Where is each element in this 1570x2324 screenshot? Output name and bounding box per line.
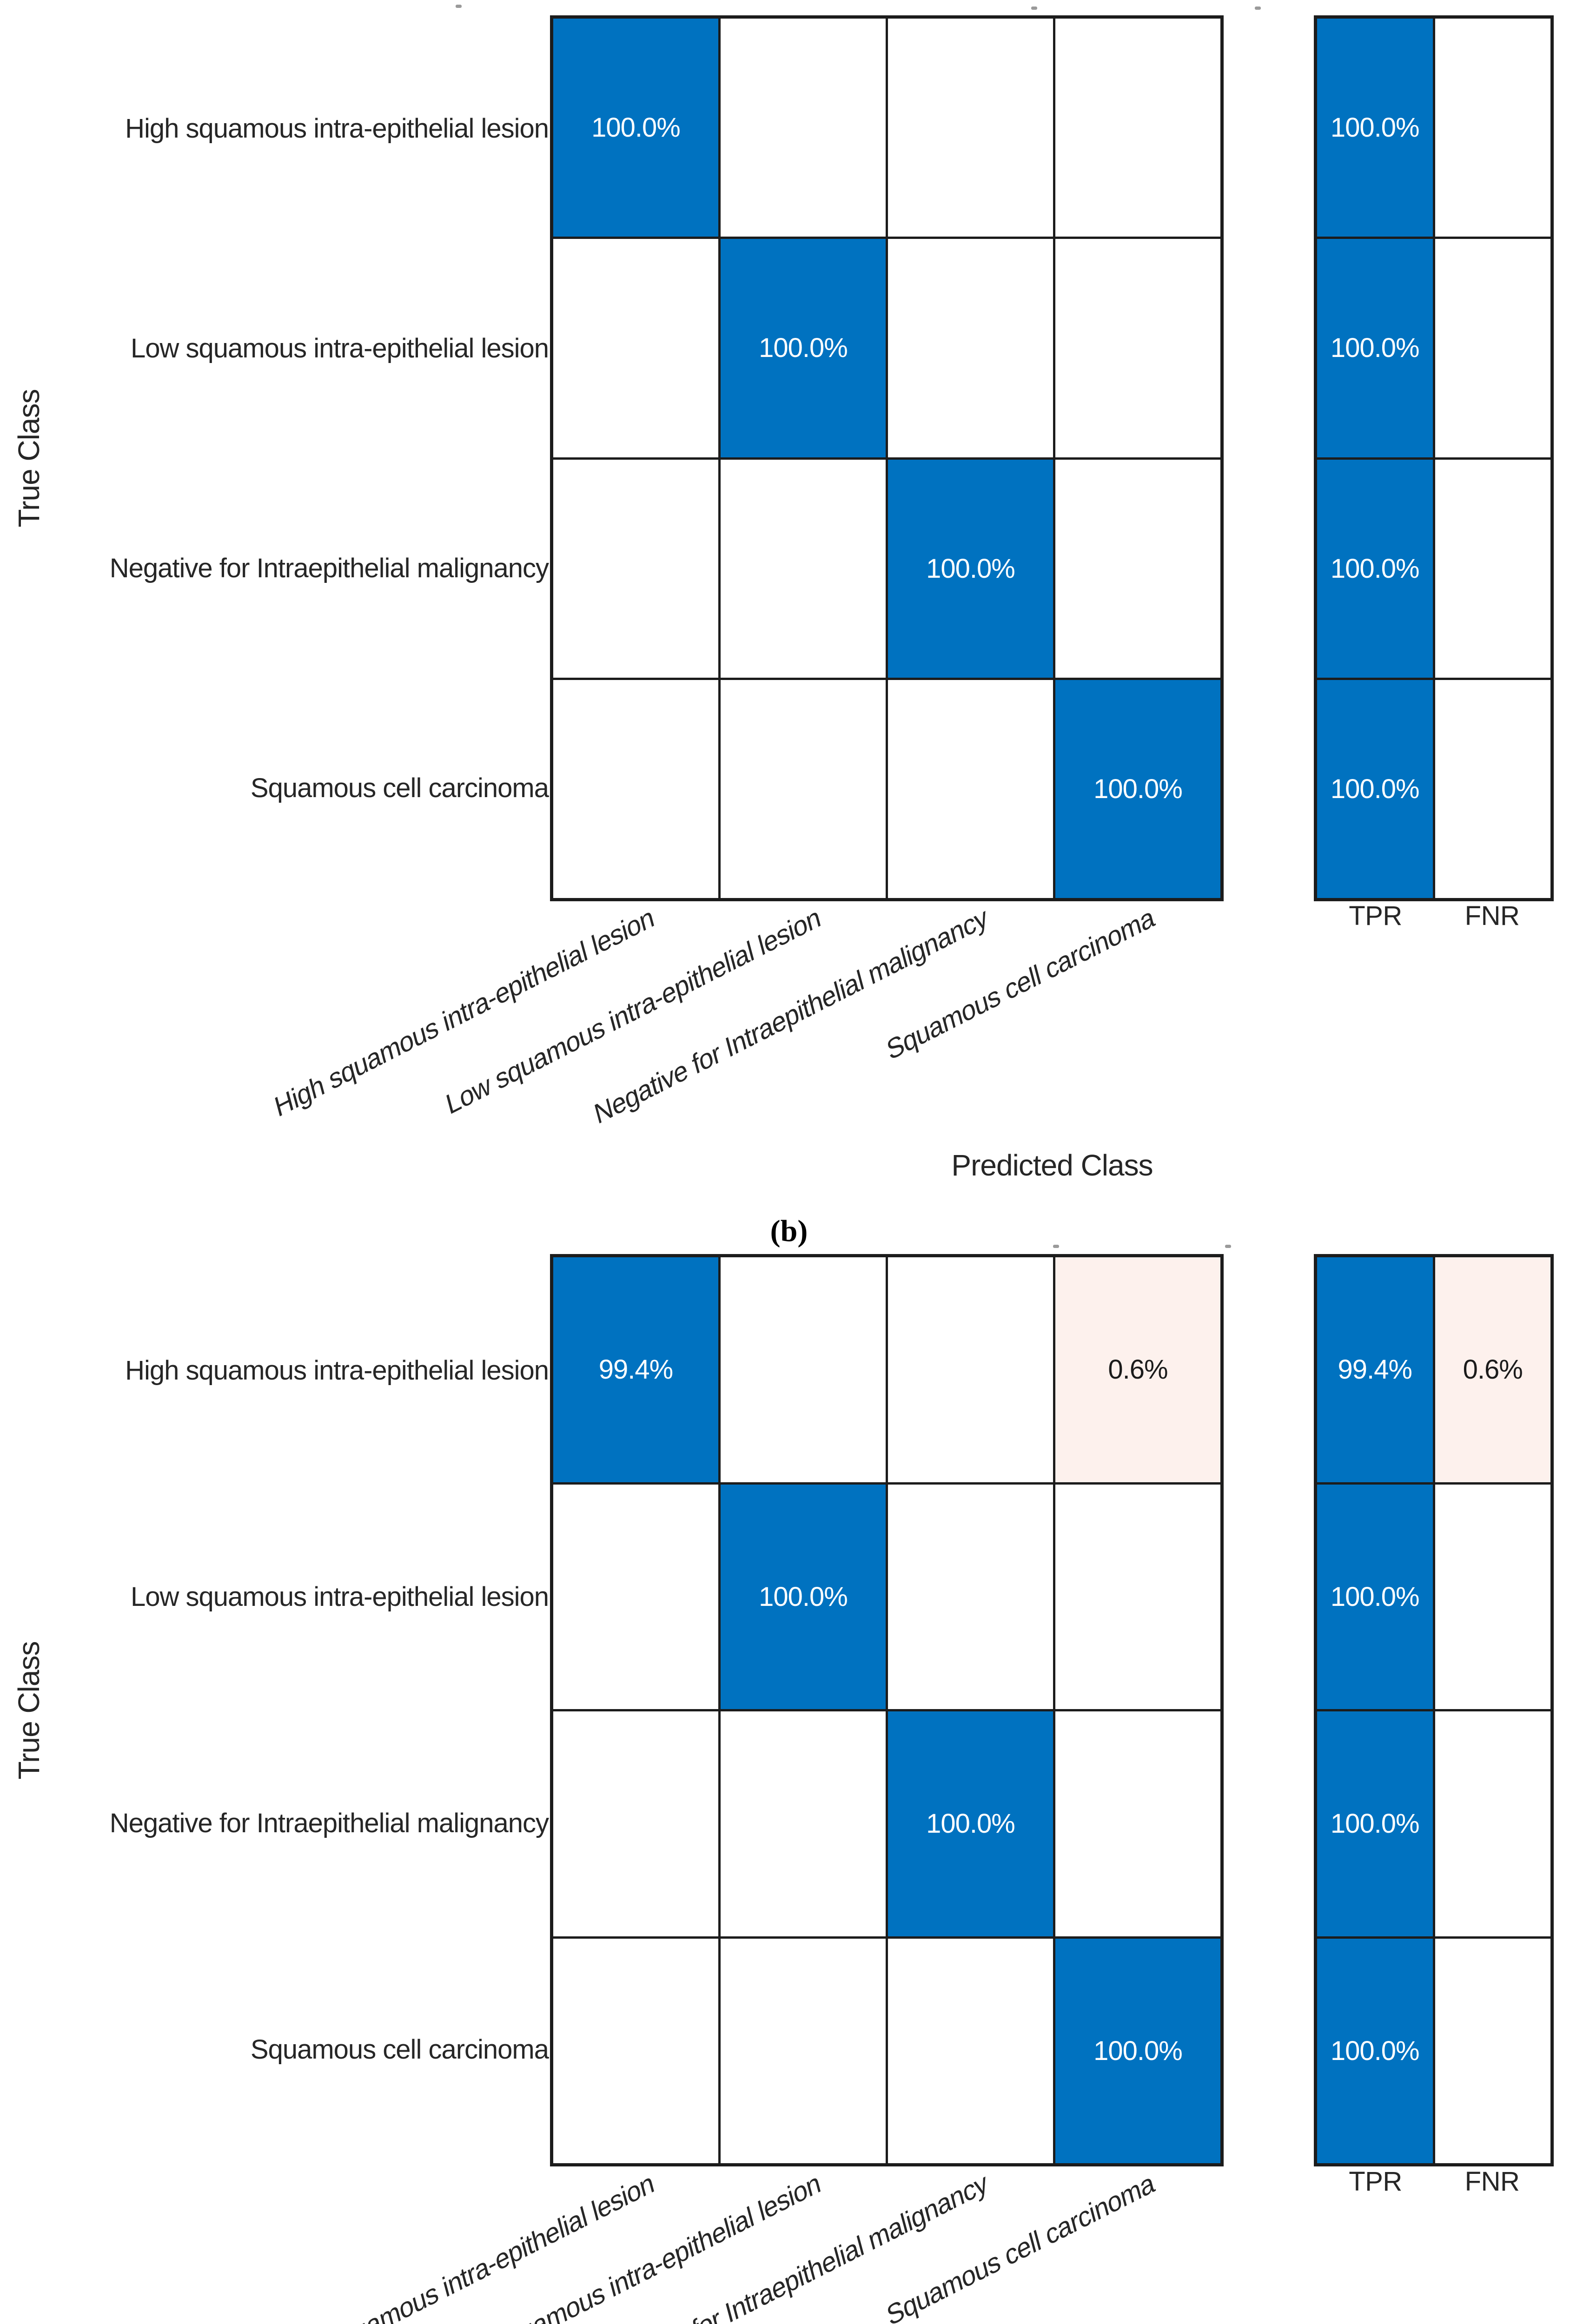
- fnr-cell-c-r3: [1435, 1711, 1550, 1936]
- cell-b-r1-c3: [888, 19, 1053, 237]
- fnr-cell-b-r3: [1435, 459, 1550, 678]
- fnr-cell-b-r4: [1435, 680, 1550, 898]
- cell-c-r2-c4: [1055, 1484, 1220, 1709]
- cell-b-r2-c4: [1055, 239, 1220, 457]
- cell-b-r2-c2: 100.0%: [721, 239, 886, 457]
- artifact-speck-b-1: [456, 5, 462, 8]
- cell-b-r2-c1: [553, 239, 718, 457]
- fnr-cell-c-r4: [1435, 1938, 1550, 2163]
- cell-c-r4-c2: [721, 1938, 886, 2163]
- cell-b-r3-c3: 100.0%: [888, 459, 1053, 678]
- artifact-speck-b-2: [1031, 7, 1037, 10]
- row-label-b-4: Squamous cell carcinoma: [250, 772, 549, 803]
- summary-grid-b: 100.0% 100.0% 100.0% 100.0%: [1314, 15, 1554, 901]
- matrix-grid-b: 100.0% 100.0% 100.0% 100.0%: [550, 15, 1224, 901]
- fnr-cell-b-r2: [1435, 239, 1550, 457]
- cell-b-r2-c3: [888, 239, 1053, 457]
- tpr-cell-b-r2: 100.0%: [1317, 239, 1433, 457]
- cell-c-r1-c3: [888, 1257, 1053, 1482]
- row-label-c-2: Low squamous intra-epithelial lesion: [131, 1581, 549, 1612]
- fnr-column-label-b: FNR: [1464, 901, 1520, 931]
- cell-c-r4-c4: 100.0%: [1055, 1938, 1220, 2163]
- cell-b-r4-c1: [553, 680, 718, 898]
- cell-b-r4-c2: [721, 680, 886, 898]
- tpr-cell-c-r3: 100.0%: [1317, 1711, 1433, 1936]
- row-label-b-3: Negative for Intraepithelial malignancy: [109, 553, 549, 583]
- cell-c-r3-c3: 100.0%: [888, 1711, 1053, 1936]
- cell-b-r4-c3: [888, 680, 1053, 898]
- cell-c-r1-c1: 99.4%: [553, 1257, 718, 1482]
- tpr-cell-c-r4: 100.0%: [1317, 1938, 1433, 2163]
- fnr-column-label-c: FNR: [1464, 2166, 1520, 2197]
- tpr-cell-c-r2: 100.0%: [1317, 1484, 1433, 1709]
- row-label-b-2: Low squamous intra-epithelial lesion: [131, 333, 549, 363]
- cell-c-r4-c1: [553, 1938, 718, 2163]
- cell-c-r3-c2: [721, 1711, 886, 1936]
- tpr-cell-b-r3: 100.0%: [1317, 459, 1433, 678]
- tpr-column-label-b: TPR: [1349, 901, 1402, 931]
- row-label-c-3: Negative for Intraepithelial malignancy: [109, 1808, 549, 1839]
- panel-caption-b: (b): [770, 1214, 808, 1248]
- tpr-cell-b-r4: 100.0%: [1317, 680, 1433, 898]
- fnr-cell-c-r1: 0.6%: [1435, 1257, 1550, 1482]
- artifact-speck-c-1: [1053, 1245, 1059, 1248]
- cell-b-r3-c2: [721, 459, 886, 678]
- cell-c-r1-c4: 0.6%: [1055, 1257, 1220, 1482]
- cell-c-r2-c2: 100.0%: [721, 1484, 886, 1709]
- matrix-grid-c: 99.4% 0.6% 100.0% 100.0% 100.0%: [550, 1254, 1224, 2166]
- cell-c-r2-c1: [553, 1484, 718, 1709]
- x-axis-label-b: Predicted Class: [951, 1149, 1153, 1182]
- tpr-cell-c-r1: 99.4%: [1317, 1257, 1433, 1482]
- tpr-cell-b-r1: 100.0%: [1317, 19, 1433, 237]
- cell-c-r3-c1: [553, 1711, 718, 1936]
- cell-b-r1-c2: [721, 19, 886, 237]
- cell-c-r1-c2: [721, 1257, 886, 1482]
- row-label-c-4: Squamous cell carcinoma: [250, 2034, 549, 2065]
- col-label-c-4: Squamous cell carcinoma: [883, 2167, 1157, 2324]
- tpr-column-label-c: TPR: [1349, 2166, 1402, 2197]
- cell-b-r3-c1: [553, 459, 718, 678]
- fnr-cell-b-r1: [1435, 19, 1550, 237]
- artifact-speck-b-3: [1255, 7, 1261, 10]
- artifact-speck-c-2: [1225, 1245, 1231, 1248]
- fnr-cell-c-r2: [1435, 1484, 1550, 1709]
- cell-b-r1-c1: 100.0%: [553, 19, 718, 237]
- row-label-b-1: High squamous intra-epithelial lesion: [125, 113, 549, 144]
- row-label-c-1: High squamous intra-epithelial lesion: [125, 1355, 549, 1386]
- cell-b-r4-c4: 100.0%: [1055, 680, 1220, 898]
- cell-b-r1-c4: [1055, 19, 1220, 237]
- summary-grid-c: 99.4% 0.6% 100.0% 100.0% 100.0%: [1314, 1254, 1554, 2166]
- y-axis-label-c: True Class: [12, 1641, 46, 1780]
- cell-b-r3-c4: [1055, 459, 1220, 678]
- cell-c-r2-c3: [888, 1484, 1053, 1709]
- cell-c-r3-c4: [1055, 1711, 1220, 1936]
- cell-c-r4-c3: [888, 1938, 1053, 2163]
